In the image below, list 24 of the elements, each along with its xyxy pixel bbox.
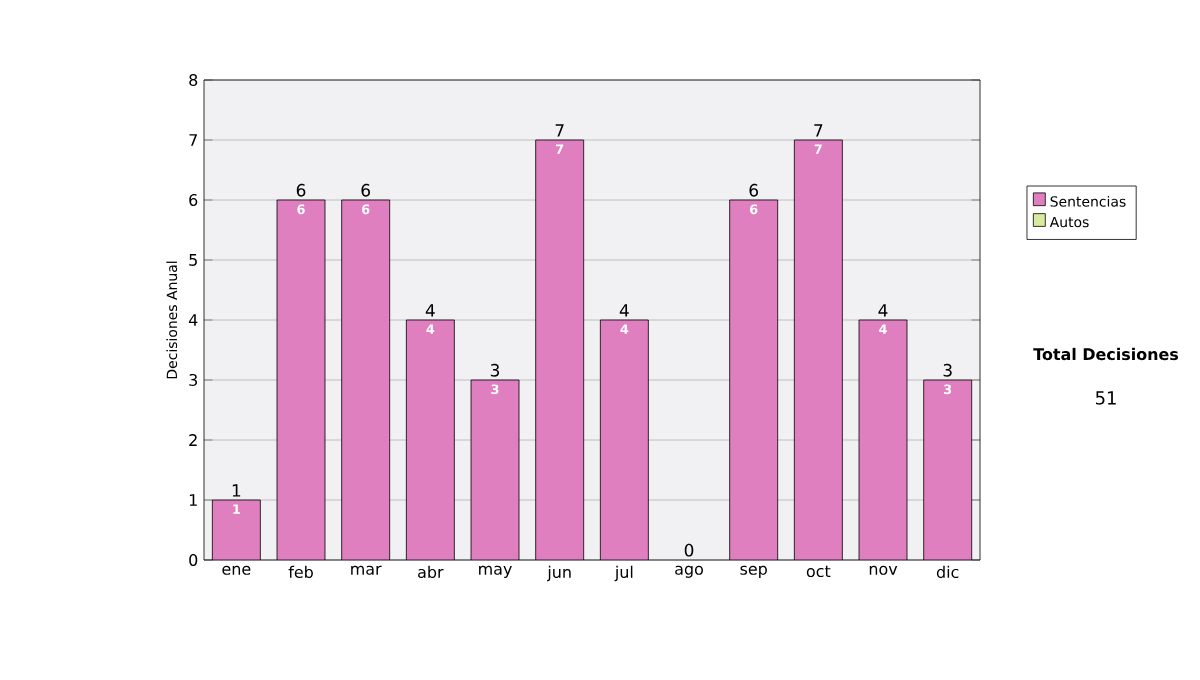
- bar: [341, 200, 390, 560]
- bar: [277, 200, 326, 560]
- total-label: 1: [232, 484, 241, 497]
- bar: [406, 320, 455, 560]
- bar: [471, 380, 520, 560]
- bar: [535, 140, 584, 560]
- total-label: 7: [814, 124, 823, 137]
- bar: [729, 199, 779, 560]
- bar: [923, 379, 973, 560]
- bar: [212, 500, 261, 560]
- total-label: 6: [361, 183, 371, 197]
- total-label: 6: [749, 183, 759, 197]
- total-label: 7: [555, 124, 564, 137]
- total-label: 4: [425, 304, 435, 317]
- bar: [600, 320, 649, 560]
- bar: [793, 139, 843, 560]
- total-label: 0: [684, 543, 694, 557]
- total-label: 3: [490, 363, 500, 377]
- bar: [858, 319, 908, 560]
- total-label: 4: [619, 304, 629, 317]
- total-label: 6: [296, 183, 306, 197]
- total-label: 4: [878, 304, 888, 317]
- total-label: 3: [943, 363, 952, 377]
- text: 51: [1095, 391, 1116, 405]
